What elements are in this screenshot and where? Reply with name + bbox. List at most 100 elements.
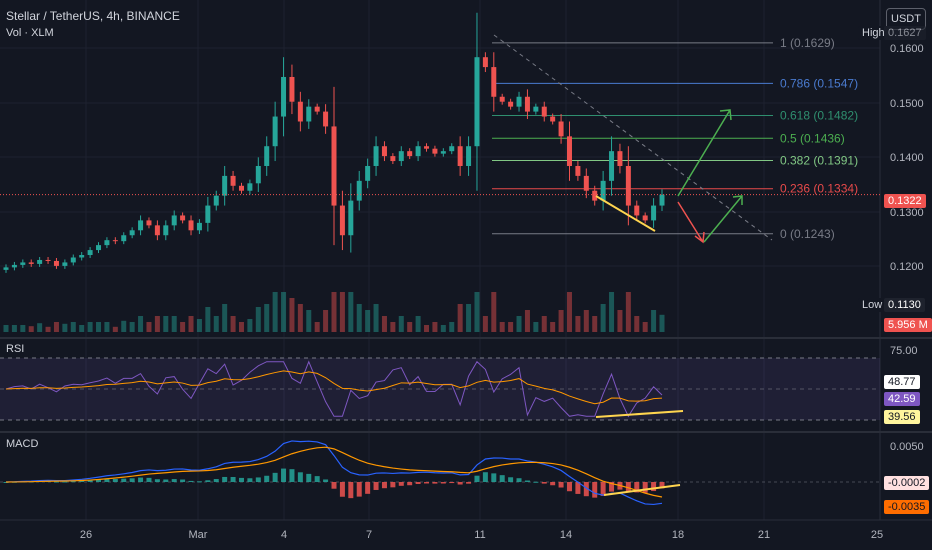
- candle-body[interactable]: [617, 151, 623, 166]
- macd-histogram-bar: [365, 482, 371, 494]
- candle-body[interactable]: [524, 96, 530, 112]
- candle-body[interactable]: [381, 146, 387, 157]
- projection-arrow-down[interactable]: [677, 201, 705, 244]
- candle-body[interactable]: [297, 101, 303, 122]
- candle-body[interactable]: [440, 151, 446, 154]
- candle-body[interactable]: [255, 166, 261, 184]
- candle-body[interactable]: [651, 205, 657, 221]
- volume-bar: [96, 322, 102, 332]
- macd-pane[interactable]: [3, 440, 665, 506]
- candle-body[interactable]: [20, 262, 26, 265]
- candle-body[interactable]: [499, 96, 505, 102]
- candle-body[interactable]: [180, 215, 186, 221]
- candle-body[interactable]: [541, 106, 547, 117]
- projection-arrow-up-short[interactable]: [703, 195, 743, 243]
- candle-body[interactable]: [424, 146, 430, 149]
- candle-body[interactable]: [146, 220, 152, 226]
- candle-body[interactable]: [62, 262, 68, 266]
- candle-body[interactable]: [609, 151, 615, 181]
- macd-divergence-trendline[interactable]: [603, 484, 681, 496]
- candles[interactable]: [3, 12, 665, 273]
- candle-body[interactable]: [79, 255, 85, 258]
- candle-body[interactable]: [600, 180, 606, 201]
- volume-bar: [575, 316, 581, 332]
- candle-body[interactable]: [457, 146, 463, 166]
- candle-body[interactable]: [516, 96, 522, 107]
- candle-body[interactable]: [348, 200, 354, 236]
- candle-body[interactable]: [205, 205, 211, 223]
- candle-body[interactable]: [491, 67, 497, 97]
- candle-body[interactable]: [592, 190, 598, 201]
- candle-body[interactable]: [390, 156, 396, 162]
- rsi-pane[interactable]: [5, 360, 663, 418]
- price-support-trendline[interactable]: [595, 195, 656, 232]
- candle-body[interactable]: [634, 205, 640, 216]
- candle-body[interactable]: [112, 240, 118, 242]
- rsi-divergence-trendline[interactable]: [595, 410, 684, 418]
- macd-histogram-bar: [457, 482, 463, 485]
- candle-body[interactable]: [53, 260, 59, 266]
- rsi-title: RSI: [6, 343, 25, 355]
- candle-body[interactable]: [163, 225, 169, 236]
- candle-body[interactable]: [625, 166, 631, 206]
- candle-body[interactable]: [407, 151, 413, 157]
- candle-body[interactable]: [474, 57, 480, 147]
- candle-body[interactable]: [432, 148, 438, 154]
- candle-body[interactable]: [3, 267, 9, 270]
- candle-body[interactable]: [154, 225, 160, 236]
- candle-body[interactable]: [508, 101, 514, 107]
- candle-body[interactable]: [566, 136, 572, 166]
- candle-body[interactable]: [659, 194, 665, 206]
- candle-body[interactable]: [238, 185, 244, 191]
- candle-body[interactable]: [558, 121, 564, 137]
- candle-body[interactable]: [466, 146, 472, 166]
- candle-body[interactable]: [247, 183, 253, 191]
- candle-body[interactable]: [398, 151, 404, 162]
- candle-body[interactable]: [289, 76, 295, 102]
- candle-body[interactable]: [583, 175, 589, 191]
- candle-body[interactable]: [37, 259, 43, 264]
- candle-body[interactable]: [373, 146, 379, 166]
- projection-arrow-up-long[interactable]: [677, 109, 732, 197]
- candle-body[interactable]: [96, 245, 102, 251]
- candle-body[interactable]: [213, 195, 219, 206]
- candle-body[interactable]: [45, 259, 51, 261]
- candle-body[interactable]: [188, 220, 194, 231]
- candle-body[interactable]: [138, 220, 144, 231]
- candle-body[interactable]: [222, 175, 228, 196]
- volume-bar: [600, 304, 606, 332]
- candle-body[interactable]: [196, 222, 202, 231]
- candle-body[interactable]: [87, 250, 93, 256]
- candle-body[interactable]: [104, 240, 110, 246]
- diagonal-trend-line[interactable]: [493, 34, 773, 241]
- candle-body[interactable]: [415, 146, 421, 157]
- candle-body[interactable]: [550, 116, 556, 122]
- candle-body[interactable]: [272, 116, 278, 147]
- candle-body[interactable]: [533, 106, 539, 112]
- candle-body[interactable]: [11, 264, 17, 268]
- candle-body[interactable]: [264, 146, 270, 166]
- candle-body[interactable]: [129, 230, 135, 236]
- macd-histogram-bar: [331, 482, 337, 489]
- candle-body[interactable]: [171, 215, 177, 226]
- candle-body[interactable]: [365, 166, 371, 181]
- candle-body[interactable]: [482, 57, 488, 68]
- candle-body[interactable]: [121, 235, 127, 242]
- fib-retracement[interactable]: 1 (0.1629) 0.786 (0.1547) 0.618 (0.1482) 0.…: [492, 36, 858, 241]
- candle-body[interactable]: [306, 106, 312, 122]
- candle-body[interactable]: [281, 76, 287, 117]
- macd-histogram-bar: [154, 479, 160, 482]
- candle-body[interactable]: [339, 205, 345, 236]
- candle-body[interactable]: [323, 111, 329, 127]
- candle-body[interactable]: [230, 175, 236, 186]
- candle-body[interactable]: [70, 257, 76, 263]
- candle-body[interactable]: [331, 126, 337, 206]
- candle-body[interactable]: [642, 215, 648, 221]
- volume-bar: [146, 322, 152, 332]
- volume-bar: [104, 322, 110, 332]
- candle-body[interactable]: [314, 106, 320, 112]
- candle-body[interactable]: [356, 180, 362, 201]
- candle-body[interactable]: [575, 166, 581, 176]
- candle-body[interactable]: [28, 262, 34, 264]
- candle-body[interactable]: [449, 146, 455, 152]
